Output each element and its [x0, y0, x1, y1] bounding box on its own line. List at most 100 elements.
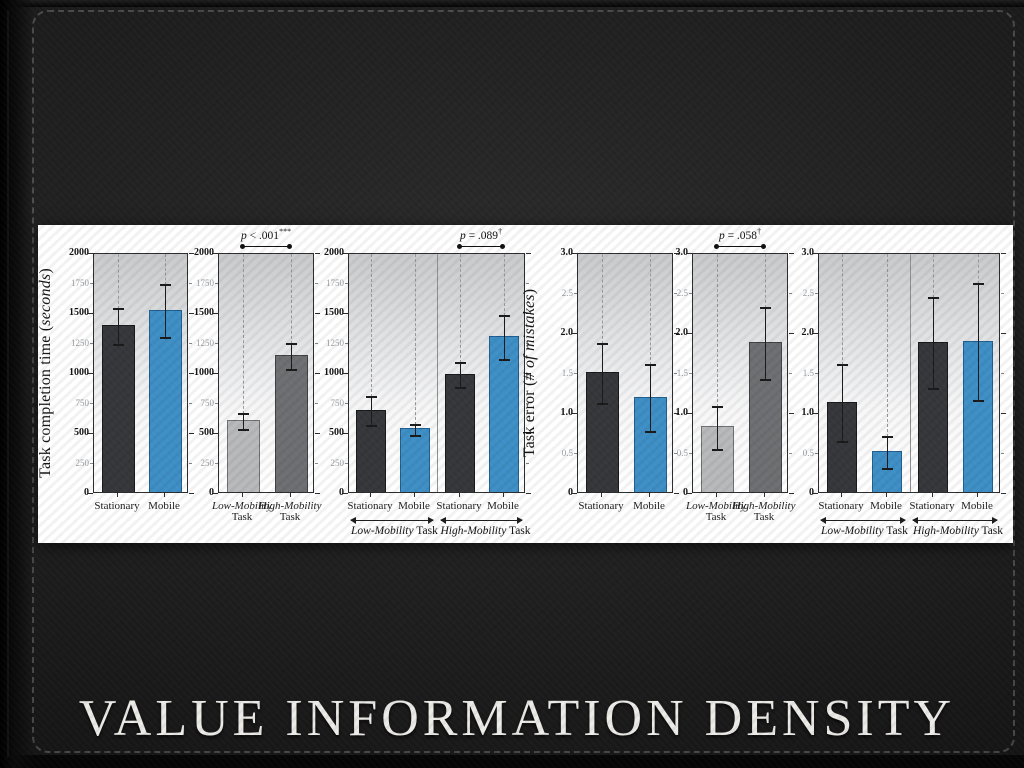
charts-panel: 0 250 500 750 1000 1250 1500 1750 2000 Stationary…: [37, 225, 1013, 543]
bar-label: Mobile: [148, 500, 180, 512]
error-bar: [601, 344, 603, 404]
y-tick-left: [813, 332, 818, 334]
y-tick-left: [689, 292, 692, 294]
y-tick-right: [526, 432, 531, 434]
dashed-guide: [117, 254, 119, 310]
arrow-left-tip: [350, 517, 356, 524]
y-tick-left: [213, 432, 218, 434]
x-tick: [715, 493, 717, 497]
y-tick-right: [674, 452, 677, 454]
y-tick-left: [90, 282, 93, 284]
p-annotation: p < .001***: [240, 227, 292, 242]
error-bar: [290, 344, 292, 371]
error-cap-bottom: [881, 468, 893, 471]
y-tick-label: 1.0: [801, 407, 815, 418]
y-tick-left: [572, 492, 577, 494]
plot-area: [818, 253, 1000, 493]
error-cap-top: [365, 396, 377, 399]
y-tick-right: [674, 412, 679, 414]
bar-label: Low-Mobility Task: [686, 500, 746, 523]
y-tick-right: [315, 282, 318, 284]
y-tick-right: [189, 282, 192, 284]
error-cap-top: [644, 364, 656, 367]
error-cap-bottom: [972, 400, 984, 403]
y-tick-label: 1500: [194, 307, 214, 318]
error-cap-bottom: [596, 402, 608, 405]
error-cap-bottom: [498, 358, 510, 361]
y-tick-right: [1001, 452, 1004, 454]
y-tick-label: 1000: [69, 367, 89, 378]
arrow-right-tip: [517, 517, 523, 524]
error-cap-top: [596, 343, 608, 346]
y-tick-label: 500: [329, 427, 344, 438]
p-value-dot: [500, 244, 505, 249]
y-tick-label: 1.5: [802, 368, 814, 378]
y-tick-right: [315, 372, 320, 374]
error-bar: [503, 316, 505, 360]
arrow-right-tip: [992, 517, 998, 524]
y-tick-label: 250: [75, 458, 90, 468]
y-tick-label: 3.0: [560, 247, 574, 258]
leather-top-band: [0, 0, 1024, 7]
chart-error-by-posture: 0 0.5 1.0 1.5 2.0 2.5 3.0 Stationary Mobile Task …: [521, 247, 679, 512]
error-bar: [764, 307, 766, 380]
dashed-guide: [649, 254, 651, 366]
y-tick-left: [343, 432, 348, 434]
y-tick-label: 0: [209, 487, 214, 498]
y-tick-label: 0.5: [676, 448, 688, 458]
y-tick-label: 3.0: [801, 247, 815, 258]
error-cap-bottom: [454, 387, 466, 390]
y-tick-right: [315, 312, 320, 314]
x-tick: [840, 493, 842, 497]
y-tick-left: [213, 252, 218, 254]
error-cap-bottom: [836, 441, 848, 443]
bar-label: High-Mobility Task: [732, 500, 796, 523]
dashed-guide: [764, 254, 766, 308]
bar-label: Stationary: [578, 500, 624, 512]
y-tick-left: [572, 332, 577, 334]
high-task-stationary-bar: [445, 373, 475, 492]
y-tick-left: [88, 432, 93, 434]
y-tick-right: [189, 252, 194, 254]
p-annotation: p = .058†: [718, 227, 762, 242]
y-tick-label: 1250: [71, 338, 89, 348]
plot-area: [348, 253, 525, 493]
y-tick-label: 1000: [194, 367, 214, 378]
bar-label: Stationary: [436, 500, 482, 512]
y-tick-left: [572, 412, 577, 414]
y-tick-left: [90, 402, 93, 404]
y-tick-label: 750: [330, 398, 345, 408]
y-tick-right: [674, 332, 679, 334]
error-cap-top: [454, 362, 466, 365]
group-label: Low-Mobility Task: [821, 525, 908, 537]
error-bar: [164, 285, 166, 338]
bar-label: Stationary: [818, 500, 864, 512]
group-range-arrow: [820, 517, 906, 524]
y-tick-right: [526, 342, 529, 344]
x-tick: [163, 493, 165, 497]
dashed-guide: [977, 254, 979, 285]
bar-label: Stationary: [347, 500, 393, 512]
spine-ridge: [7, 10, 9, 758]
error-cap-top: [836, 364, 848, 367]
x-tick: [369, 493, 371, 497]
y-tick-left: [815, 372, 818, 374]
y-tick-right: [315, 432, 320, 434]
y-tick-right: [526, 252, 531, 254]
dashed-guide: [932, 254, 934, 298]
dashed-guide: [242, 254, 244, 415]
error-cap-bottom: [409, 434, 421, 437]
error-cap-top: [881, 436, 893, 439]
y-tick-right: [789, 492, 794, 494]
y-tick-right: [315, 252, 320, 254]
y-tick-label: 0: [809, 487, 814, 498]
y-tick-label: 1000: [324, 367, 344, 378]
y-tick-label: 500: [74, 427, 89, 438]
y-tick-right: [315, 492, 320, 494]
error-bar: [841, 365, 843, 442]
y-tick-left: [88, 372, 93, 374]
group-divider: [437, 254, 438, 492]
error-cap-bottom: [365, 425, 377, 428]
y-tick-right: [189, 372, 194, 374]
